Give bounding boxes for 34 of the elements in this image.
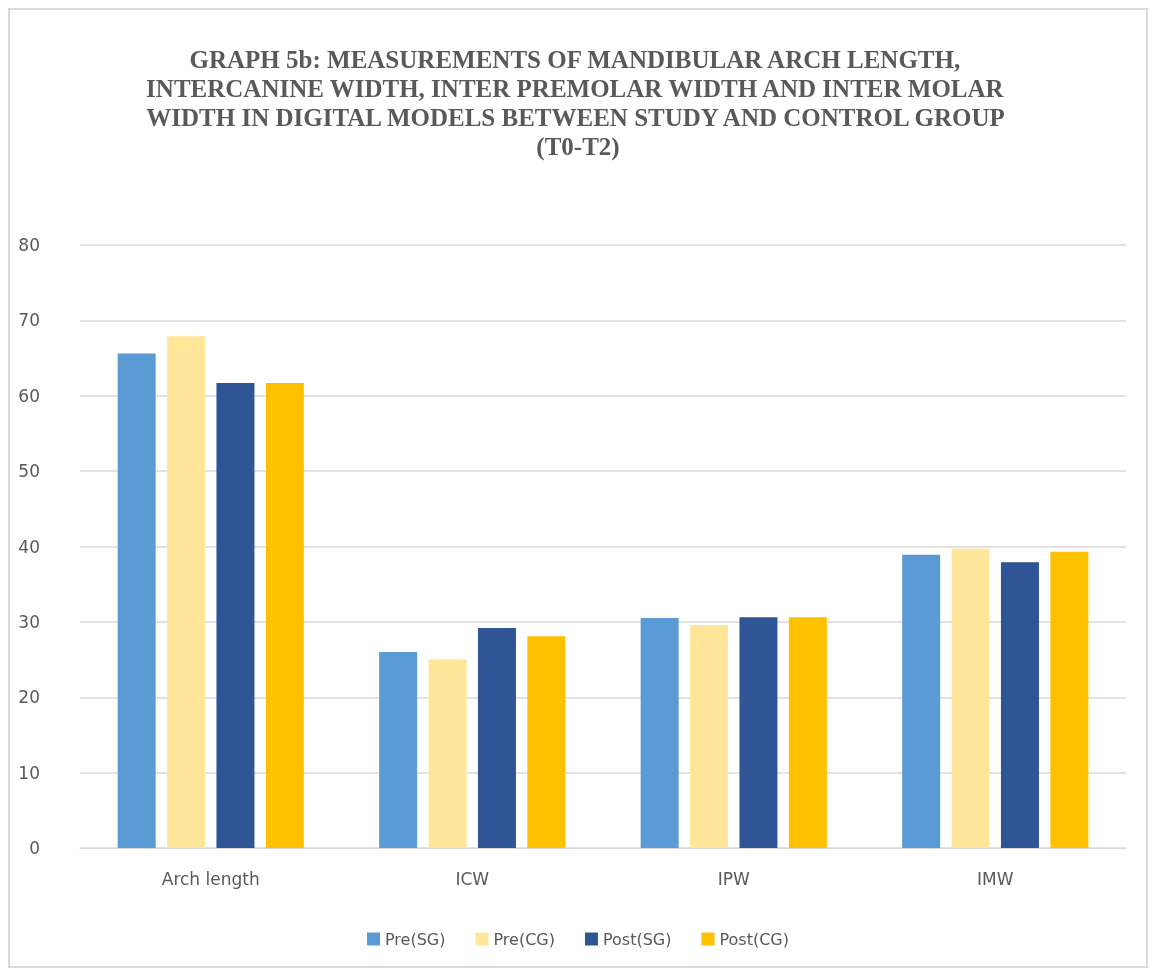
bar	[788, 617, 827, 848]
y-tick-label: 60	[18, 385, 40, 406]
legend-label: Pre(CG)	[493, 929, 555, 949]
bar	[902, 554, 941, 848]
bar	[739, 617, 778, 848]
x-tick-label: Arch length	[161, 868, 260, 889]
bar	[216, 382, 255, 848]
bar	[477, 627, 516, 848]
y-tick-label: 70	[18, 310, 40, 331]
bar	[1050, 551, 1089, 848]
bar	[379, 652, 418, 848]
bar	[951, 548, 990, 848]
y-tick-label: 0	[29, 838, 40, 858]
y-tick-label: 50	[18, 461, 40, 482]
bar	[265, 382, 304, 848]
y-tick-label: 80	[18, 235, 40, 255]
y-tick-label: 40	[18, 536, 40, 557]
bar	[527, 636, 566, 848]
legend-label: Post(SG)	[602, 929, 672, 949]
bar	[167, 336, 206, 848]
x-tick-label: ICW	[455, 868, 490, 889]
x-tick-label: IPW	[717, 868, 750, 889]
bar	[690, 624, 729, 848]
x-tick-label: IMW	[977, 868, 1014, 889]
bar	[1000, 562, 1039, 848]
legend-label: Pre(SG)	[384, 929, 446, 949]
chart-title: GRAPH 5b: MEASUREMENTS OF MANDIBULAR ARCH LENGTH, INTERCANINE WIDTH, INTER PREMOLAR WIDTH AND INTER MOLAR WIDTH IN DIGITAL MODELS BETWEEN STUDY AND CONTROL GROUP (T0-T2)	[146, 46, 1010, 161]
y-tick-label: 30	[18, 611, 40, 632]
y-tick-label: 10	[18, 762, 40, 783]
bar	[428, 659, 467, 848]
bar	[640, 618, 679, 848]
legend-label: Post(CG)	[719, 929, 790, 949]
y-tick-label: 20	[18, 687, 40, 708]
bar	[117, 353, 156, 848]
